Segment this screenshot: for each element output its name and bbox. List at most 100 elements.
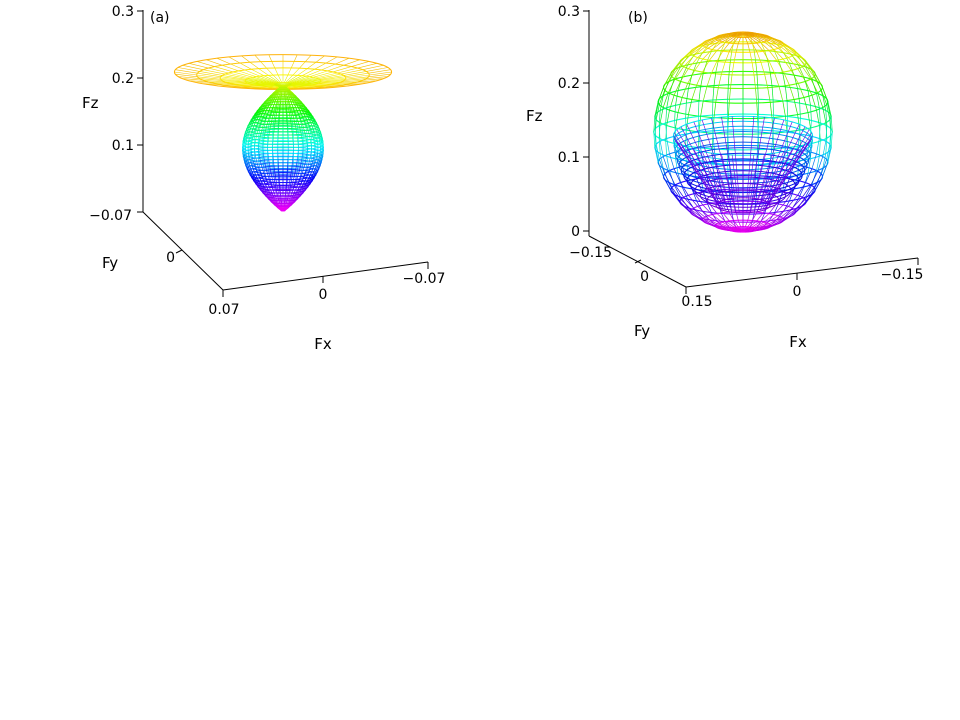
surface-a-meridian <box>294 172 296 177</box>
surface-a-meridian <box>248 159 250 163</box>
surface-b-inner-meridian <box>731 154 740 213</box>
surface-a-meridian <box>259 167 261 171</box>
surface-b-inner-meridian <box>750 154 765 212</box>
surface-a-meridian <box>278 203 281 208</box>
surface-a-meridian <box>267 110 270 114</box>
surface-a-meridian <box>296 110 299 114</box>
surface-b-meridian <box>728 32 734 37</box>
surface-b-meridian <box>799 118 801 134</box>
surface-a-meridian <box>279 94 281 99</box>
surface-a-meridian <box>265 124 268 128</box>
surface-b-meridian <box>657 162 664 177</box>
surface-a-meridian <box>274 91 278 95</box>
surface-b-meridian <box>777 48 789 58</box>
surface-a-meridian <box>281 206 283 211</box>
surface-a-meridian <box>278 98 280 102</box>
surface-a-meridian <box>257 182 260 186</box>
surface-a-meridian <box>273 101 276 105</box>
surface-b-inner-meridian <box>765 129 810 204</box>
surface-a-meridian <box>264 121 266 125</box>
surface-a-meridian <box>250 121 253 125</box>
surface-a-meridian <box>345 76 369 80</box>
surface-b-meridian <box>674 105 676 121</box>
surface-a-meridian <box>288 101 291 105</box>
surface-b-meridian <box>745 37 749 44</box>
surface-a-meridian <box>303 118 305 122</box>
surface-a-meridian <box>272 193 275 197</box>
surface-b-inner-meridian <box>673 135 719 206</box>
surface-b-meridian <box>794 199 806 211</box>
surface-b-meridian <box>690 211 703 221</box>
surface-a-meridian <box>288 192 290 197</box>
surface-a-meridian <box>288 75 307 84</box>
surface-a-meridian <box>300 103 304 107</box>
surface-a-meridian <box>271 200 275 205</box>
surface-a-meridian <box>277 82 282 87</box>
surface-b-meridian <box>745 220 749 227</box>
surface-a-meridian <box>311 118 315 122</box>
surface-a-meridian <box>309 166 311 170</box>
surface-b-meridian <box>669 153 675 169</box>
surface-b-meridian <box>696 178 703 193</box>
surface-a-meridian <box>317 125 320 129</box>
surface-a-meridian <box>318 127 320 131</box>
surface-a-meridian <box>175 69 198 74</box>
surface-a-meridian <box>268 114 271 119</box>
surface-b-meridian <box>805 66 813 80</box>
surface-a-meridian <box>271 186 274 190</box>
surface-a-meridian <box>268 75 280 83</box>
surface-a-meridian <box>315 156 318 160</box>
surface-a-meridian <box>313 169 316 173</box>
surface-b-meridian <box>711 214 723 223</box>
surface-a-meridian <box>266 86 274 88</box>
surface-a-meridian <box>290 197 293 201</box>
surface-a-meridian <box>288 111 290 116</box>
surface-a-meridian <box>285 74 294 83</box>
surface-a-meridian <box>312 135 314 140</box>
surface-b-meridian <box>737 220 741 227</box>
surface-a-meridian <box>271 118 273 122</box>
surface-a-meridian <box>271 200 276 205</box>
surface-a-meridian <box>256 130 259 134</box>
panel-b-y-tick-label: 0 <box>640 269 649 285</box>
surface-a-meridian <box>308 174 311 179</box>
surface-a-meridian <box>287 67 292 76</box>
surface-a-meridian <box>274 89 278 93</box>
surface-b-meridian <box>755 88 758 104</box>
surface-a-meridian <box>298 107 301 111</box>
surface-a-meridian <box>317 163 320 168</box>
surface-b-meridian <box>694 58 704 71</box>
surface-a-meridian <box>275 203 279 208</box>
surface-a-meridian <box>247 124 250 128</box>
surface-b-meridian <box>755 223 770 229</box>
surface-a-meridian <box>296 194 301 199</box>
surface-b-meridian <box>691 62 697 76</box>
surface-a-meridian <box>299 110 302 115</box>
surface-b-meridian <box>764 50 769 61</box>
surface-a-meridian <box>313 162 316 166</box>
surface-a-meridian <box>249 123 251 128</box>
surface-a-meridian <box>294 193 298 198</box>
surface-a-meridian <box>260 173 263 178</box>
surface-b-meridian <box>802 66 812 80</box>
surface-a-meridian <box>297 86 308 88</box>
surface-a-meridian <box>290 172 292 177</box>
surface-b-meridian <box>675 136 679 152</box>
surface-a-meridian <box>289 104 292 109</box>
surface-a-meridian <box>263 157 265 161</box>
panel-a-x-axis-label: Fx <box>314 335 332 353</box>
surface-a-meridian <box>301 69 315 77</box>
panel-b: (b) 0.3 0.2 0.1 0 Fz −0.15 0 0.15 Fy 0 −… <box>526 4 923 351</box>
surface-b-meridian <box>680 55 689 68</box>
surface-a-meridian <box>316 132 318 136</box>
surface-b-meridian <box>782 45 792 55</box>
surface-a-meridian <box>263 127 265 130</box>
surface-b-meridian <box>788 195 798 207</box>
surface-a-meridian <box>299 184 302 188</box>
surface-a-meridian <box>269 179 271 184</box>
surface-a-meridian <box>256 116 258 121</box>
surface-a-meridian <box>300 131 302 135</box>
panel-a: (a) 0.3 0.2 0.1 Fz −0.07 0 Fy 0.07 0 −0.… <box>82 4 445 353</box>
surface-a-meridian <box>317 160 319 164</box>
surface-a-meridian <box>275 107 277 110</box>
